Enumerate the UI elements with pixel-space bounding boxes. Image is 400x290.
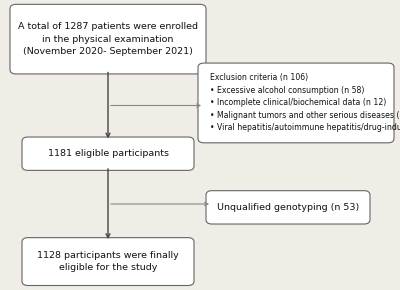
FancyBboxPatch shape — [22, 238, 194, 285]
Text: Unqualified genotyping (n 53): Unqualified genotyping (n 53) — [217, 203, 359, 212]
Text: 1181 eligible participants: 1181 eligible participants — [48, 149, 168, 158]
Text: Exclusion criteria (n 106)
• Excessive alcohol consumption (n 58)
• Incomplete c: Exclusion criteria (n 106) • Excessive a… — [210, 73, 400, 133]
Text: 1128 participants were finally
eligible for the study: 1128 participants were finally eligible … — [37, 251, 179, 272]
FancyBboxPatch shape — [10, 4, 206, 74]
Text: A total of 1287 patients were enrolled
in the physical examination
(November 202: A total of 1287 patients were enrolled i… — [18, 22, 198, 56]
FancyBboxPatch shape — [198, 63, 394, 143]
FancyBboxPatch shape — [22, 137, 194, 171]
FancyBboxPatch shape — [206, 191, 370, 224]
